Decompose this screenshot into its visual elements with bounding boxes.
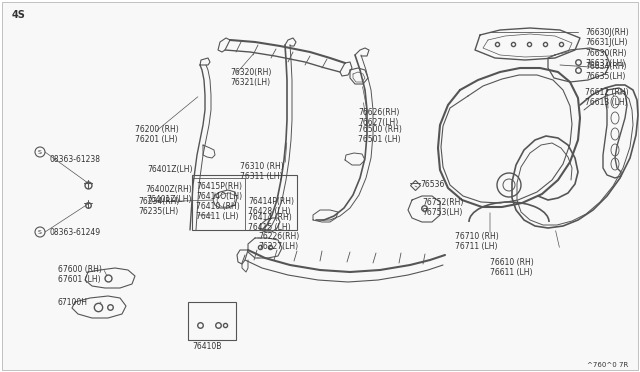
Text: 76226(RH)
76227(LH): 76226(RH) 76227(LH) — [258, 232, 300, 251]
Text: 67100H: 67100H — [58, 298, 88, 307]
Text: 08363-61238: 08363-61238 — [50, 155, 101, 164]
Text: 76320(RH)
76321(LH): 76320(RH) 76321(LH) — [230, 68, 271, 87]
Text: 08363-61249: 08363-61249 — [50, 228, 101, 237]
Text: 76500 (RH)
76501 (LH): 76500 (RH) 76501 (LH) — [358, 125, 402, 144]
Text: 76310 (RH)
76311 (LH): 76310 (RH) 76311 (LH) — [240, 162, 284, 182]
Text: 76200 (RH)
76201 (LH): 76200 (RH) 76201 (LH) — [135, 125, 179, 144]
Text: 76401Z(LH): 76401Z(LH) — [147, 165, 193, 174]
Text: 76612 (RH)
76613 (LH): 76612 (RH) 76613 (LH) — [585, 88, 628, 108]
Text: 76710 (RH)
76711 (LH): 76710 (RH) 76711 (LH) — [455, 232, 499, 251]
Text: 76410 (RH)
76411 (LH): 76410 (RH) 76411 (LH) — [196, 202, 240, 221]
Text: 76610 (RH)
76611 (LH): 76610 (RH) 76611 (LH) — [490, 258, 534, 278]
Text: 76414 (RH)
76415 (LH): 76414 (RH) 76415 (LH) — [248, 213, 292, 232]
Text: ^760^0 7R: ^760^0 7R — [587, 362, 628, 368]
Text: 76415P(RH)
76414O(LH): 76415P(RH) 76414O(LH) — [196, 182, 242, 201]
Text: 76626(RH)
76627(LH): 76626(RH) 76627(LH) — [358, 108, 399, 127]
Text: 76414P(RH)
76428 (LH): 76414P(RH) 76428 (LH) — [248, 197, 294, 217]
Text: 76752(RH)
76753(LH): 76752(RH) 76753(LH) — [422, 198, 463, 217]
Text: 76634(RH)
76635(LH): 76634(RH) 76635(LH) — [585, 62, 627, 81]
Text: 76410B: 76410B — [192, 342, 221, 351]
FancyBboxPatch shape — [188, 302, 236, 340]
Text: 76234(RH)
76235(LH): 76234(RH) 76235(LH) — [138, 197, 179, 217]
Text: 76630J(RH)
76631J(LH)
76630(RH)
76631(LH): 76630J(RH) 76631J(LH) 76630(RH) 76631(LH… — [585, 28, 628, 68]
Text: 4S: 4S — [12, 10, 26, 20]
Text: S: S — [38, 150, 42, 154]
FancyBboxPatch shape — [192, 175, 297, 230]
Text: S: S — [38, 230, 42, 234]
Text: 76400Z(RH)
76401Z(LH): 76400Z(RH) 76401Z(LH) — [145, 185, 192, 204]
Text: 76536: 76536 — [420, 180, 444, 189]
Text: 67600 (RH)
67601 (LH): 67600 (RH) 67601 (LH) — [58, 265, 102, 285]
